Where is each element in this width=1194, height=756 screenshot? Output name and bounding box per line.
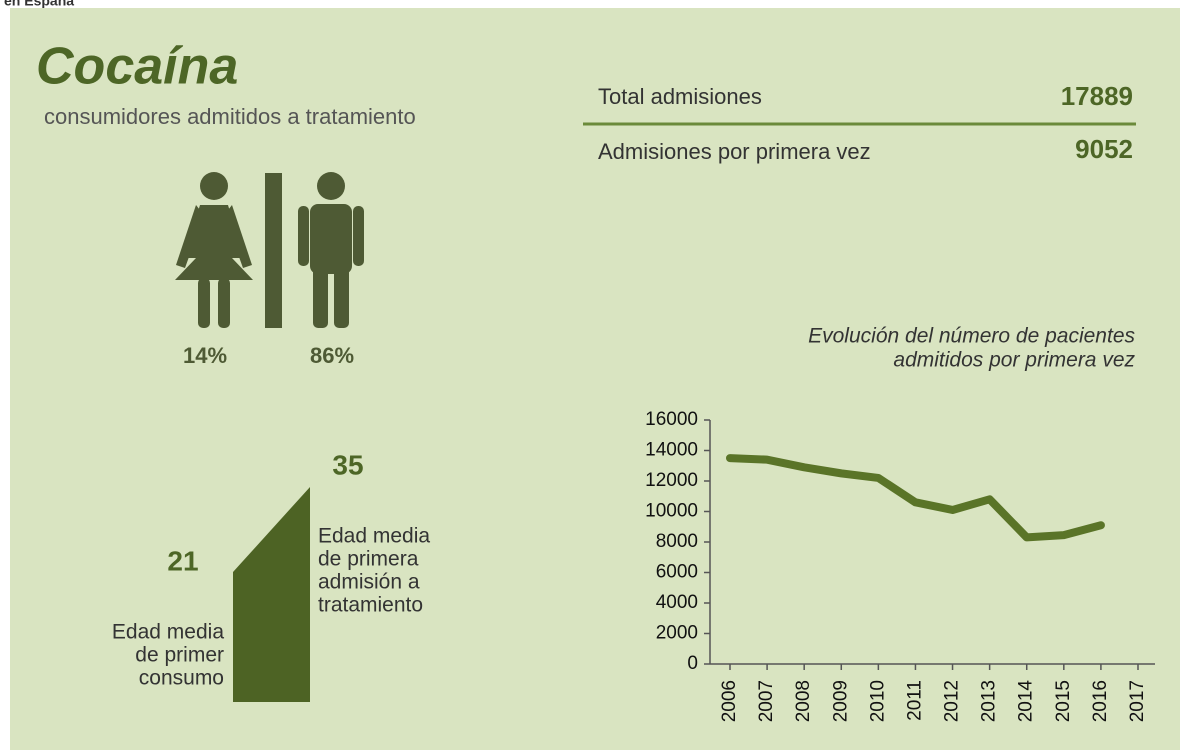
stat-label: Total admisiones <box>598 84 762 109</box>
men-percent: 86% <box>310 343 354 368</box>
woman-leg <box>218 278 230 328</box>
y-tick-label: 4000 <box>656 592 698 613</box>
age-shape <box>233 487 310 702</box>
chart-title: Evolución del número de pacientes <box>808 325 1135 348</box>
separator <box>265 173 282 328</box>
x-tick-label: 2014 <box>1016 680 1037 723</box>
title: Cocaína <box>36 38 238 96</box>
woman-head <box>200 172 228 200</box>
stat-value: 17889 <box>1061 81 1133 111</box>
x-tick-label: 2012 <box>942 680 963 722</box>
age-label: de primera <box>318 548 419 571</box>
caption: en España <box>4 0 74 9</box>
line-series <box>726 454 1105 542</box>
y-tick-label: 12000 <box>645 470 698 491</box>
y-tick-label: 6000 <box>656 562 698 583</box>
age-value: 35 <box>332 449 363 480</box>
y-tick-label: 14000 <box>645 440 698 461</box>
y-tick-label: 0 <box>687 653 698 674</box>
age-label: de primer <box>135 644 224 667</box>
x-tick-label: 2010 <box>867 680 888 722</box>
x-tick-label: 2008 <box>793 680 814 722</box>
women-percent: 14% <box>183 343 227 368</box>
x-tick-label: 2017 <box>1127 680 1148 722</box>
x-tick-label: 2006 <box>719 680 740 722</box>
subtitle: consumidores admitidos a tratamiento <box>44 104 416 129</box>
age-value: 21 <box>167 545 198 576</box>
man-head <box>317 172 345 200</box>
age-label: tratamiento <box>318 594 423 617</box>
woman-arms <box>176 205 252 268</box>
x-tick-label: 2013 <box>979 680 1000 722</box>
stat-label: Admisiones por primera vez <box>598 139 871 164</box>
man-arm <box>298 206 309 266</box>
y-tick-label: 2000 <box>656 623 698 644</box>
man-leg <box>313 260 328 328</box>
age-label: Edad media <box>318 525 430 548</box>
man-body <box>310 204 352 274</box>
chart-title: admitidos por primera vez <box>893 349 1135 372</box>
x-tick-label: 2007 <box>756 680 777 722</box>
woman-leg <box>198 278 210 328</box>
stat-value: 9052 <box>1075 134 1133 164</box>
x-tick-label: 2009 <box>830 680 851 722</box>
y-tick-label: 10000 <box>645 501 698 522</box>
x-tick-label: 2011 <box>904 680 925 721</box>
age-label: admisión a <box>318 571 420 594</box>
man-leg <box>334 260 349 328</box>
x-tick-label: 2015 <box>1053 680 1074 722</box>
y-tick-label: 16000 <box>645 409 698 430</box>
y-tick-label: 8000 <box>656 531 698 552</box>
age-label: Edad media <box>112 621 224 644</box>
x-tick-label: 2016 <box>1090 680 1111 722</box>
panel <box>10 8 1180 750</box>
gender-icons <box>175 172 364 328</box>
man-arm <box>353 206 364 266</box>
age-label: consumo <box>139 667 224 690</box>
